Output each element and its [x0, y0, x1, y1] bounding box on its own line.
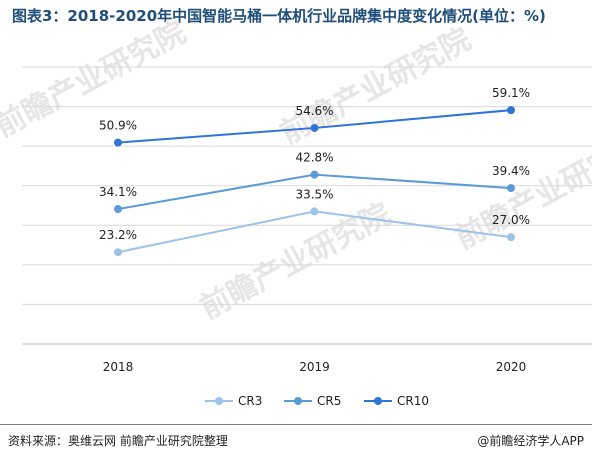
- data-label-cr5: 34.1%: [99, 185, 137, 199]
- chart-title: 图表3：2018-2020年中国智能马桶一体机行业品牌集中度变化情况(单位：%): [12, 7, 546, 25]
- legend-marker-cr5: [294, 397, 302, 405]
- data-point-cr3: [310, 207, 319, 216]
- x-tick-label: 2018: [103, 360, 134, 374]
- data-label-cr10: 59.1%: [492, 86, 530, 100]
- data-label-cr10: 50.9%: [99, 119, 137, 133]
- data-point-cr5: [507, 184, 515, 193]
- data-point-cr10: [114, 138, 122, 147]
- data-point-cr10: [310, 123, 319, 132]
- source-note: 资料来源：奥维云网 前瞻产业研究院整理: [8, 434, 228, 448]
- data-label-cr10: 54.6%: [295, 104, 333, 118]
- legend-marker-cr3: [215, 397, 223, 405]
- legend-marker-cr10: [374, 397, 382, 405]
- legend-label-cr3: CR3: [238, 394, 262, 408]
- legend: CR3 CR5 CR10: [205, 394, 429, 408]
- data-label-cr5: 42.8%: [295, 151, 333, 165]
- x-axis-ticks: 2018 2019 2020: [103, 360, 527, 374]
- data-point-cr5: [114, 205, 122, 214]
- data-point-cr5: [310, 170, 319, 179]
- data-label-cr3: 33.5%: [295, 187, 333, 201]
- x-tick-label: 2019: [299, 360, 330, 374]
- data-point-cr10: [507, 106, 515, 115]
- brand-credit: @前瞻经济学人APP: [477, 434, 584, 448]
- data-label-cr5: 39.4%: [492, 164, 530, 178]
- footer: 资料来源：奥维云网 前瞻产业研究院整理 @前瞻经济学人APP: [0, 424, 592, 458]
- data-label-cr3: 27.0%: [492, 213, 530, 227]
- data-label-cr3: 23.2%: [99, 228, 137, 242]
- legend-label-cr10: CR10: [397, 394, 429, 408]
- watermark-text: 前瞻产业研究院: [275, 22, 477, 151]
- gridlines: [22, 66, 592, 345]
- data-point-cr3: [114, 248, 122, 257]
- watermark-text: 前瞻产业研究院: [0, 15, 191, 144]
- x-tick-label: 2020: [496, 360, 527, 374]
- series-lines: 23.2% 33.5% 27.0% 34.1% 42.8% 39.4% 50.9% 54.6%…: [99, 86, 530, 257]
- data-point-cr3: [507, 233, 515, 242]
- legend-label-cr5: CR5: [317, 394, 341, 408]
